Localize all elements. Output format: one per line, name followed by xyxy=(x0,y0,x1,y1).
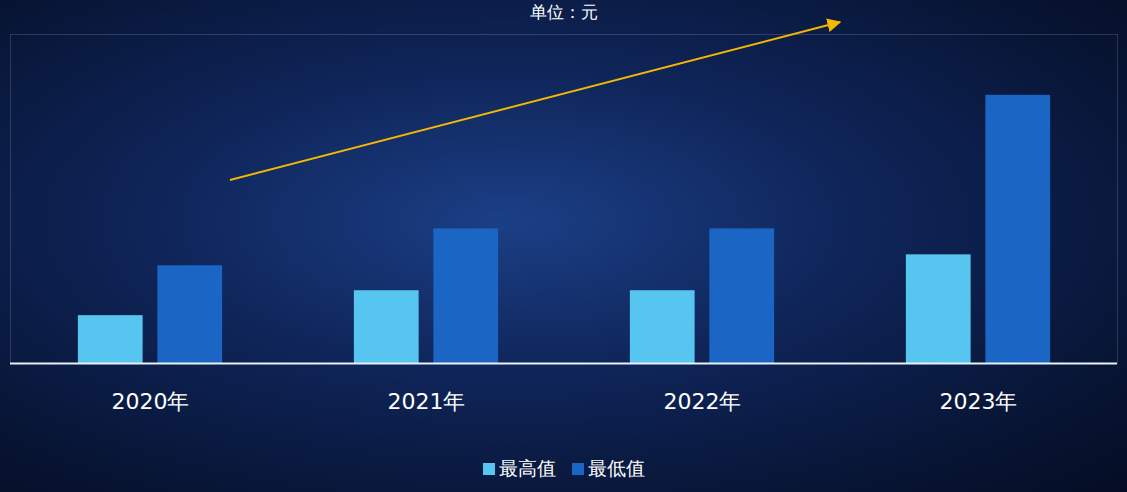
html-text:最低值: 最低值 xyxy=(587,456,645,479)
svg-text:2020年: 2020年 xyxy=(112,389,190,414)
svg-text:2022年: 2022年 xyxy=(664,389,742,414)
html-text:单位：元: 单位：元 xyxy=(529,2,598,22)
svg-text:2021年: 2021年 xyxy=(388,389,466,414)
svg-text:2023年: 2023年 xyxy=(940,389,1018,414)
html-text:最高值: 最高值 xyxy=(498,456,556,479)
